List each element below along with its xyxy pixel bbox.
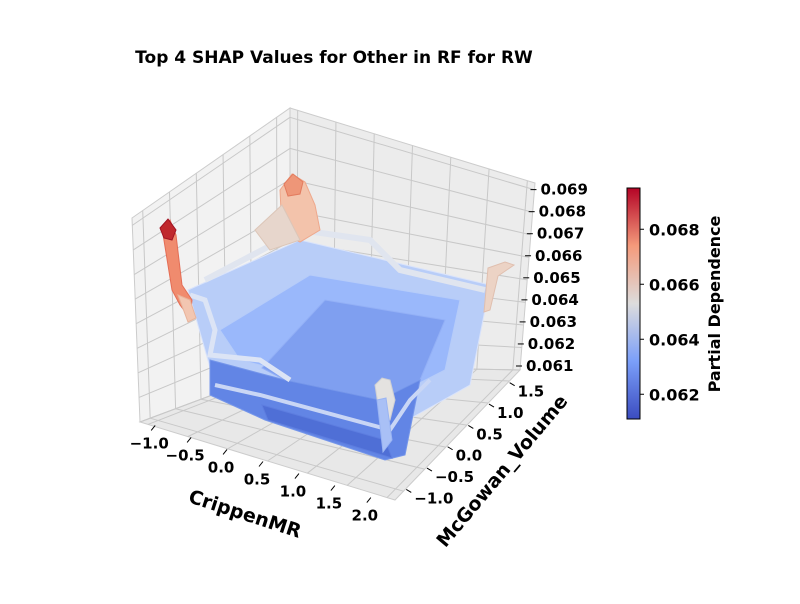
x-tick-label: 0.5 [244, 471, 271, 489]
x-tick-label: −0.5 [166, 446, 205, 464]
z-tick-label: 0.062 [528, 335, 575, 353]
z-tick-label: 0.069 [540, 181, 587, 199]
y-tick-mark [510, 383, 515, 386]
y-tick-label: 0.0 [456, 447, 483, 465]
y-tick-label: 1.0 [497, 404, 524, 422]
y-tick-label: 0.5 [476, 425, 503, 443]
x-tick-mark [259, 462, 263, 467]
z-tick-label: 0.068 [539, 203, 586, 221]
y-tick-mark [489, 404, 494, 407]
x-tick-mark [331, 486, 335, 491]
x-tick-label: 1.5 [316, 495, 343, 513]
x-tick-label: −1.0 [130, 434, 169, 452]
z-tick-label: 0.061 [526, 357, 573, 375]
z-tick-label: 0.066 [535, 247, 582, 265]
x-tick-mark [223, 449, 227, 454]
x-tick-mark [187, 437, 191, 442]
colorbar-label: Partial Dependence [705, 215, 724, 392]
x-tick-mark [367, 498, 371, 503]
colorbar-tick-label: 0.062 [649, 385, 700, 404]
y-tick-label: 1.5 [518, 383, 545, 401]
y-tick-mark [406, 489, 411, 492]
colorbar-tick-label: 0.066 [649, 275, 700, 294]
y-tick-label: −1.0 [414, 489, 453, 507]
colorbar: 0.062 0.064 0.066 0.068 Partial Dependence [627, 188, 724, 419]
z-tick-label: 0.067 [537, 225, 584, 243]
y-tick-mark [448, 447, 453, 450]
chart-title: Top 4 SHAP Values for Other in RF for RW [135, 48, 533, 68]
x-tick-label: 0.0 [208, 458, 235, 476]
y-tick-mark [427, 468, 432, 471]
y-tick-label: −0.5 [435, 468, 474, 486]
x-tick-mark [295, 474, 299, 479]
x-tick-label: 2.0 [352, 507, 379, 525]
x-tick-label: 1.0 [280, 483, 307, 501]
colorbar-bar [627, 188, 640, 419]
z-tick-label: 0.063 [530, 313, 577, 331]
colorbar-ticks: 0.062 0.064 0.066 0.068 [640, 220, 700, 404]
colorbar-tick-label: 0.064 [649, 330, 700, 349]
y-tick-mark [468, 425, 473, 428]
z-tick-label: 0.065 [533, 269, 580, 287]
z-tick-label: 0.064 [531, 291, 578, 309]
colorbar-tick-label: 0.068 [649, 220, 700, 239]
